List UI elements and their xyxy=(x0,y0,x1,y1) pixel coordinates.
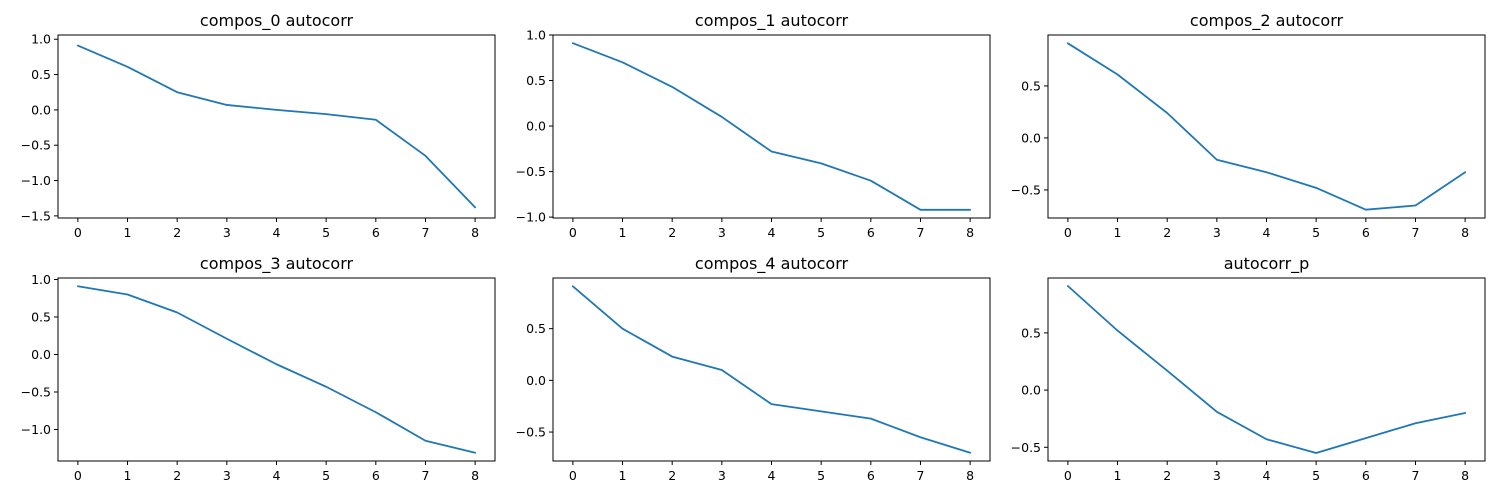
x-tick-label: 8 xyxy=(471,225,479,240)
x-tick-label: 6 xyxy=(1362,468,1370,483)
x-tick-label: 5 xyxy=(817,225,825,240)
x-tick-label: 0 xyxy=(1064,468,1072,483)
subplot-2: compos_2 autocorr 0 1 2 3 4 5 6 7 8 0.5 0.0 −0.5 xyxy=(1011,11,1486,240)
y-tick-label: −0.5 xyxy=(1011,182,1041,197)
x-tick-label: 3 xyxy=(718,468,726,483)
series-line xyxy=(1066,285,1467,454)
x-tick-label: 2 xyxy=(1163,468,1171,483)
y-tick-label: 0.0 xyxy=(31,102,51,117)
x-tick-label: 1 xyxy=(1114,225,1122,240)
subplot-title: compos_2 autocorr xyxy=(1190,11,1344,31)
x-tick-label: 0 xyxy=(569,468,577,483)
x-tick-label: 4 xyxy=(768,468,776,483)
x-tick-label: 4 xyxy=(273,468,281,483)
x-tick-label: 6 xyxy=(372,468,380,483)
x-tick-label: 8 xyxy=(966,468,974,483)
x-tick-label: 8 xyxy=(1461,468,1469,483)
x-tick-label: 2 xyxy=(668,225,676,240)
x-tick-label: 5 xyxy=(322,225,330,240)
x-tick-label: 1 xyxy=(619,468,627,483)
x-tick-label: 2 xyxy=(173,468,181,483)
y-tick-label: 1.0 xyxy=(526,28,546,43)
x-tick-label: 3 xyxy=(223,225,231,240)
subplot-5: autocorr_p 0 1 2 3 4 5 6 7 8 0.5 0.0 −0.5 xyxy=(1011,254,1486,483)
y-tick-label: 1.0 xyxy=(31,272,51,287)
y-tick-label: 0.5 xyxy=(31,67,51,82)
y-tick-label: −0.5 xyxy=(516,425,546,440)
subplot-3: compos_3 autocorr 0 1 2 3 4 5 6 7 8 1.0 0.5 0.0 −0.5 −… xyxy=(21,254,496,483)
x-tick-label: 2 xyxy=(173,225,181,240)
x-tick-label: 4 xyxy=(1263,468,1271,483)
x-tick-label: 5 xyxy=(322,468,330,483)
x-tick-label: 7 xyxy=(422,468,430,483)
series-line xyxy=(571,285,972,454)
x-tick-label: 1 xyxy=(1114,468,1122,483)
x-tick-label: 4 xyxy=(1263,225,1271,240)
y-tick-label: −0.5 xyxy=(21,385,51,400)
x-tick-label: 4 xyxy=(768,225,776,240)
x-tick-label: 7 xyxy=(917,225,925,240)
x-tick-label: 8 xyxy=(471,468,479,483)
x-tick-label: 7 xyxy=(1412,468,1420,483)
y-tick-label: −1.0 xyxy=(516,210,546,225)
y-tick-label: 0.5 xyxy=(31,310,51,325)
series-line xyxy=(76,285,477,454)
y-tick-label: 0.5 xyxy=(526,321,546,336)
x-tick-label: 1 xyxy=(124,468,132,483)
y-tick-label: 0.0 xyxy=(31,347,51,362)
subplot-1: compos_1 autocorr 0 1 2 3 4 5 6 7 8 1.0 0.5 0.0 −0.5 −… xyxy=(516,11,991,240)
series-line xyxy=(76,44,477,209)
y-tick-label: −0.5 xyxy=(21,138,51,153)
subplot-title: compos_0 autocorr xyxy=(200,11,354,31)
x-tick-label: 4 xyxy=(273,225,281,240)
x-tick-label: 3 xyxy=(1213,468,1221,483)
y-tick-label: 0.5 xyxy=(1021,78,1041,93)
y-tick-label: 0.5 xyxy=(526,73,546,88)
subplot-title: autocorr_p xyxy=(1224,254,1310,274)
x-tick-label: 5 xyxy=(1312,225,1320,240)
x-tick-label: 3 xyxy=(718,225,726,240)
series-line xyxy=(1066,42,1467,211)
y-tick-label: −1.0 xyxy=(21,422,51,437)
x-tick-label: 0 xyxy=(1064,225,1072,240)
x-tick-label: 8 xyxy=(1461,225,1469,240)
x-tick-label: 6 xyxy=(867,225,875,240)
subplot-4: compos_4 autocorr 0 1 2 3 4 5 6 7 8 0.5 0.0 −0.5 xyxy=(516,254,991,483)
x-tick-label: 1 xyxy=(124,225,132,240)
series-line xyxy=(571,42,972,211)
y-tick-label: −1.0 xyxy=(21,173,51,188)
y-tick-label: −1.5 xyxy=(21,208,51,223)
x-tick-label: 3 xyxy=(223,468,231,483)
x-tick-label: 7 xyxy=(917,468,925,483)
x-tick-label: 1 xyxy=(619,225,627,240)
subplot-0: compos_0 autocorr 0 1 2 3 4 5 6 7 8 1.0 0.5 0.0 −0.5 −… xyxy=(21,11,496,240)
x-tick-label: 6 xyxy=(1362,225,1370,240)
y-tick-label: −0.5 xyxy=(1011,440,1041,455)
subplot-title: compos_3 autocorr xyxy=(200,254,354,274)
x-tick-label: 6 xyxy=(372,225,380,240)
y-tick-label: 1.0 xyxy=(31,32,51,47)
x-tick-label: 0 xyxy=(569,225,577,240)
x-tick-label: 2 xyxy=(1163,225,1171,240)
x-tick-label: 0 xyxy=(74,225,82,240)
x-tick-label: 2 xyxy=(668,468,676,483)
x-tick-label: 6 xyxy=(867,468,875,483)
subplot-title: compos_1 autocorr xyxy=(695,11,849,31)
y-tick-label: 0.0 xyxy=(1021,130,1041,145)
x-tick-label: 8 xyxy=(966,225,974,240)
y-tick-label: 0.0 xyxy=(1021,383,1041,398)
x-tick-label: 7 xyxy=(1412,225,1420,240)
x-tick-label: 7 xyxy=(422,225,430,240)
x-tick-label: 5 xyxy=(1312,468,1320,483)
y-tick-label: 0.5 xyxy=(1021,325,1041,340)
subplot-title: compos_4 autocorr xyxy=(695,254,849,274)
x-tick-label: 0 xyxy=(74,468,82,483)
y-tick-label: −0.5 xyxy=(516,164,546,179)
y-tick-label: 0.0 xyxy=(526,119,546,134)
x-tick-label: 5 xyxy=(817,468,825,483)
x-tick-label: 3 xyxy=(1213,225,1221,240)
y-tick-label: 0.0 xyxy=(526,373,546,388)
